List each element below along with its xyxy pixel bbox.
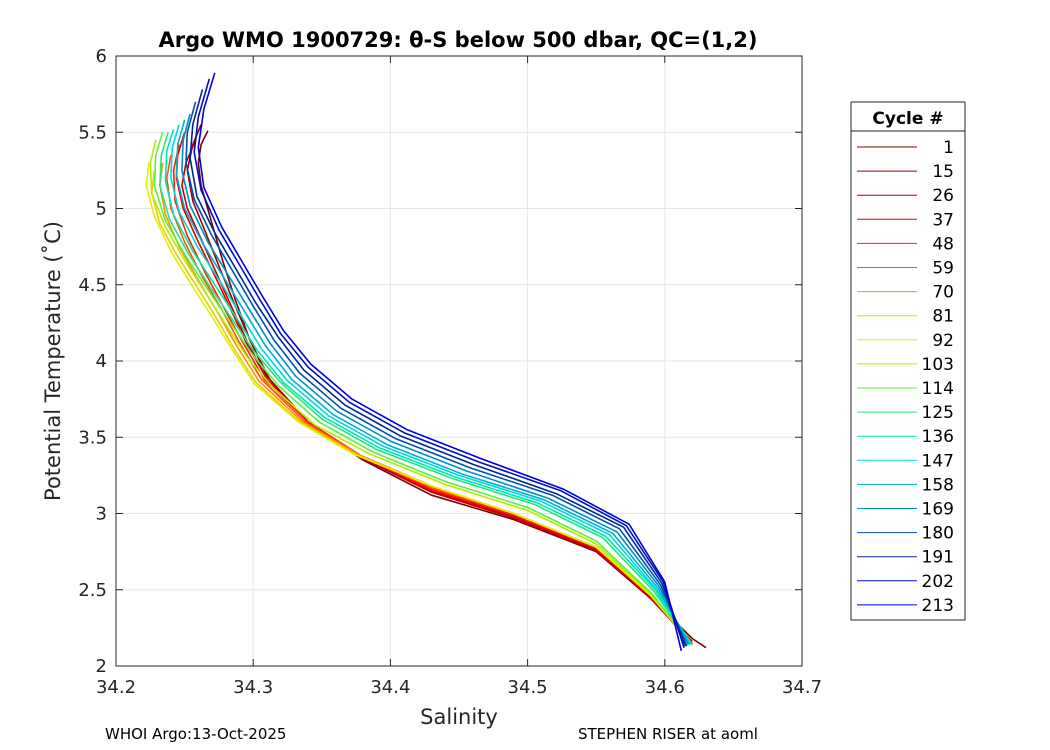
legend-label-125: 125 [922,403,954,423]
legend-label-48: 48 [932,234,954,254]
x-axis-label: Salinity [420,705,498,729]
x-tick-label: 34.2 [96,677,136,698]
profile-line-cycle-136 [164,128,693,646]
legend-label-202: 202 [922,572,954,592]
legend-label-147: 147 [922,451,954,471]
legend-label-81: 81 [932,307,954,327]
y-tick-label: 5 [96,199,107,220]
y-tick-label: 4.5 [78,275,107,296]
legend-label-1: 1 [943,138,954,158]
profile-line-cycle-180 [185,101,688,647]
legend-label-26: 26 [932,186,954,206]
legend-title: Cycle # [872,109,943,129]
y-tick-label: 2 [96,656,107,677]
footer-credit: STEPHEN RISER at aoml [578,725,758,743]
x-tick-label: 34.6 [645,677,685,698]
x-tick-label: 34.3 [233,677,273,698]
footer-source: WHOI Argo:13-Oct-2025 [105,725,287,743]
profile-line-cycle-158 [175,119,691,645]
profile-line-cycle-213 [197,72,683,651]
legend-label-15: 15 [932,162,954,182]
legend-label-169: 169 [922,500,954,520]
profile-line-cycle-169 [181,113,689,645]
legend-label-37: 37 [932,210,954,230]
profile-line-cycle-147 [170,124,692,646]
legend-label-59: 59 [932,259,954,279]
y-tick-label: 2.5 [78,580,107,601]
y-tick-label: 3.5 [78,427,107,448]
x-tick-label: 34.5 [508,677,548,698]
legend-box [850,101,966,621]
y-axis-label: Potential Temperature (˚C) [41,221,65,501]
x-tick-label: 34.7 [782,677,822,698]
profile-line-cycle-103 [149,139,693,646]
y-tick-label: 3 [96,504,107,525]
y-tick-label: 4 [96,351,107,372]
chart-title: Argo WMO 1900729: θ-S below 500 dbar, QC… [159,28,758,52]
axis-ticks: 34.2 34.3 34.4 34.5 34.6 34.7 2 2.5 3 3.5 4 4.5 5 5.5… [78,46,822,698]
legend-label-103: 103 [922,355,954,375]
y-tick-label: 6 [96,46,107,67]
x-tick-label: 34.4 [370,677,410,698]
legend-label-213: 213 [922,596,954,616]
profile-line-cycle-202 [193,78,685,648]
profile-line-cycle-191 [189,89,687,647]
profile-line-cycle-114 [153,132,693,646]
profile-lines [145,72,707,651]
legend-label-70: 70 [932,283,954,303]
legend-label-114: 114 [922,379,954,399]
legend-label-180: 180 [922,524,954,544]
legend-entries: 1 15 26 37 48 59 70 81 92 103 114 125 136 147 158 169 18… [857,138,954,616]
profile-line-cycle-92 [145,162,693,646]
profile-line-cycle-37 [175,132,693,646]
legend-label-191: 191 [922,548,954,568]
legend-label-92: 92 [932,331,954,351]
y-tick-label: 5.5 [78,122,107,143]
legend-label-158: 158 [922,475,954,495]
legend: Cycle # 1 15 26 37 48 59 70 81 92 103 114 125 136 147… [850,101,966,621]
profile-line-cycle-125 [159,132,693,646]
legend-label-136: 136 [922,427,954,447]
